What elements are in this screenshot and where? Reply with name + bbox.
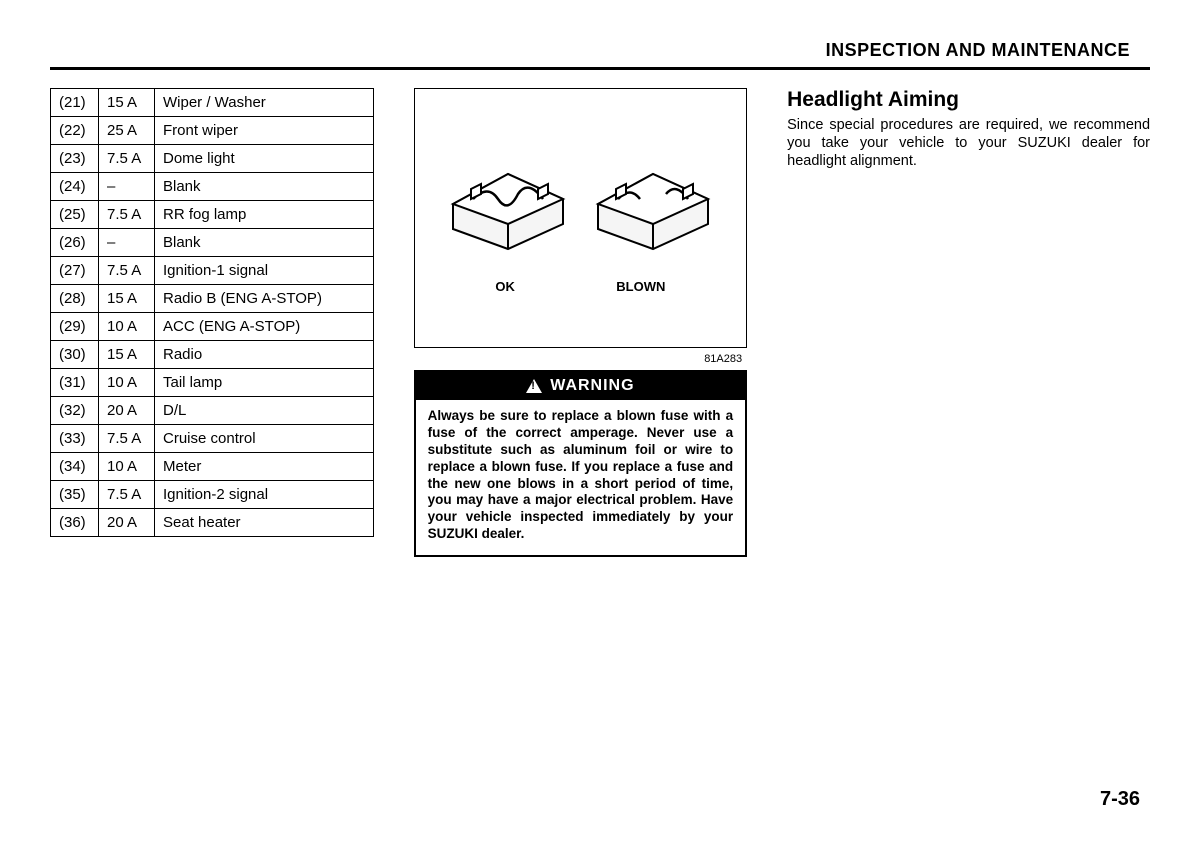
headlight-body: Since special procedures are required, w… [787,116,1150,170]
table-cell: (30) [51,341,99,369]
table-cell: 7.5 A [99,257,155,285]
table-cell: Ignition-2 signal [155,481,374,509]
table-row: (36)20 ASeat heater [51,509,374,537]
table-row: (25)7.5 ARR fog lamp [51,201,374,229]
table-row: (30)15 ARadio [51,341,374,369]
fuse-label-blown: BLOWN [616,279,665,294]
table-row: (26)–Blank [51,229,374,257]
table-cell: Radio [155,341,374,369]
table-cell: Cruise control [155,425,374,453]
table-cell: (26) [51,229,99,257]
table-cell: (23) [51,145,99,173]
table-cell: Tail lamp [155,369,374,397]
table-cell: 15 A [99,341,155,369]
table-row: (21)15 AWiper / Washer [51,89,374,117]
table-cell: (25) [51,201,99,229]
fuse-illustration [415,89,746,279]
middle-column: OK BLOWN 81A283 WARNING Always be sure t… [414,88,747,557]
table-cell: (27) [51,257,99,285]
table-cell: (21) [51,89,99,117]
table-row: (28)15 ARadio B (ENG A-STOP) [51,285,374,313]
table-row: (33)7.5 ACruise control [51,425,374,453]
table-cell: Ignition-1 signal [155,257,374,285]
table-cell: Wiper / Washer [155,89,374,117]
header-rule [50,67,1150,70]
fuse-table-column: (21)15 AWiper / Washer(22)25 AFront wipe… [50,88,374,537]
headlight-heading: Headlight Aiming [787,88,1150,112]
table-row: (29)10 AACC (ENG A-STOP) [51,313,374,341]
table-row: (35)7.5 AIgnition-2 signal [51,481,374,509]
table-cell: Meter [155,453,374,481]
table-cell: – [99,229,155,257]
table-cell: Blank [155,173,374,201]
table-cell: Front wiper [155,117,374,145]
table-cell: (31) [51,369,99,397]
table-cell: 20 A [99,397,155,425]
table-cell: 7.5 A [99,481,155,509]
warning-title: WARNING [550,377,634,395]
table-cell: 7.5 A [99,201,155,229]
table-cell: – [99,173,155,201]
table-row: (24)–Blank [51,173,374,201]
warning-triangle-icon [526,379,542,393]
table-cell: Blank [155,229,374,257]
fuse-label-ok: OK [495,279,515,294]
table-cell: 7.5 A [99,145,155,173]
table-cell: 15 A [99,89,155,117]
table-cell: (36) [51,509,99,537]
fuse-diagram-box: OK BLOWN 81A283 [414,88,747,348]
table-cell: (22) [51,117,99,145]
table-cell: 10 A [99,369,155,397]
table-cell: (32) [51,397,99,425]
table-row: (22)25 AFront wiper [51,117,374,145]
table-cell: (28) [51,285,99,313]
table-cell: Radio B (ENG A-STOP) [155,285,374,313]
fuse-blown-icon [588,144,718,254]
right-column: Headlight Aiming Since special procedure… [787,88,1150,170]
table-row: (32)20 AD/L [51,397,374,425]
table-cell: (35) [51,481,99,509]
diagram-code: 81A283 [704,353,742,365]
section-header: INSPECTION AND MAINTENANCE [50,40,1150,61]
table-cell: Dome light [155,145,374,173]
table-cell: (34) [51,453,99,481]
warning-header: WARNING [416,372,745,400]
page-number: 7-36 [1100,788,1140,811]
table-cell: RR fog lamp [155,201,374,229]
table-cell: 10 A [99,453,155,481]
table-cell: 10 A [99,313,155,341]
table-row: (34)10 AMeter [51,453,374,481]
table-row: (23)7.5 ADome light [51,145,374,173]
table-cell: 15 A [99,285,155,313]
table-cell: 25 A [99,117,155,145]
table-row: (27)7.5 AIgnition-1 signal [51,257,374,285]
table-cell: D/L [155,397,374,425]
fuse-table: (21)15 AWiper / Washer(22)25 AFront wipe… [50,88,374,537]
table-cell: (24) [51,173,99,201]
table-row: (31)10 ATail lamp [51,369,374,397]
table-cell: ACC (ENG A-STOP) [155,313,374,341]
table-cell: 7.5 A [99,425,155,453]
table-cell: (29) [51,313,99,341]
table-cell: 20 A [99,509,155,537]
warning-box: WARNING Always be sure to replace a blow… [414,370,747,557]
table-cell: (33) [51,425,99,453]
warning-body: Always be sure to replace a blown fuse w… [416,400,745,555]
page-columns: (21)15 AWiper / Washer(22)25 AFront wipe… [50,88,1150,557]
fuse-ok-icon [443,144,573,254]
fuse-labels: OK BLOWN [415,279,746,294]
table-cell: Seat heater [155,509,374,537]
